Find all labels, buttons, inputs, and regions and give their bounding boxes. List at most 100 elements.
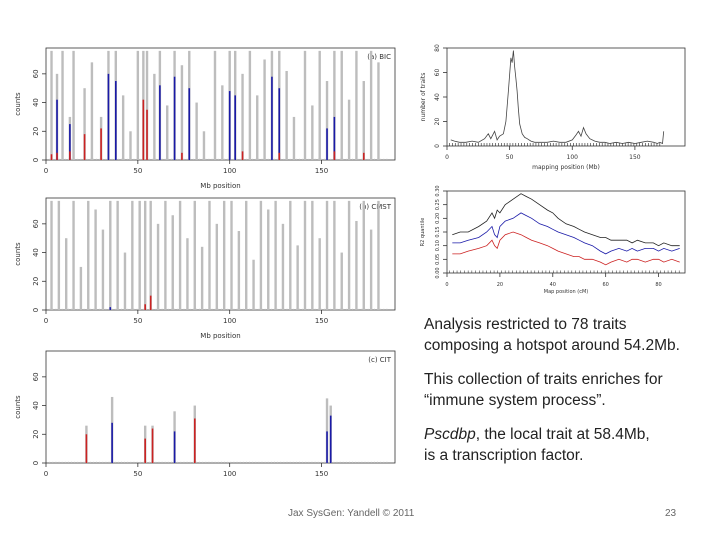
y-tick-label: 0.15 <box>435 226 441 237</box>
bar-red <box>144 304 146 310</box>
x-tick-label: 50 <box>133 167 142 175</box>
bar-red <box>100 128 102 160</box>
bar-gray <box>230 200 233 310</box>
bar-gray <box>121 95 125 160</box>
bar-red <box>333 151 336 160</box>
x-tick-label: 100 <box>567 154 579 161</box>
y-tick-label: 20 <box>32 127 40 136</box>
bar-red <box>151 428 154 463</box>
bar-gray <box>123 252 127 310</box>
x-tick-label: 150 <box>315 470 328 478</box>
bar-red <box>181 152 183 160</box>
bar-gray <box>259 200 263 310</box>
bar-blue <box>188 88 191 160</box>
y-tick-label: 0 <box>32 461 40 465</box>
bar-gray <box>143 200 147 310</box>
bar-gray <box>340 50 343 160</box>
bar-blue <box>107 73 110 160</box>
bar-blue <box>234 95 236 160</box>
bar-gray <box>237 231 241 310</box>
bar-gray <box>362 200 365 310</box>
bar-gray <box>325 398 329 463</box>
x-axis-label: Mb position <box>200 182 240 190</box>
x-tick-label: 50 <box>133 317 142 325</box>
x-axis-label: mapping position (Mb) <box>532 164 600 171</box>
series-line-middle <box>452 212 680 255</box>
bar-gray <box>333 50 336 160</box>
bar-gray <box>263 59 266 160</box>
bar-gray <box>178 200 182 310</box>
y-tick-label: 0 <box>32 158 40 162</box>
bar-gray <box>61 50 64 160</box>
bar-gray <box>131 200 134 310</box>
bar-gray <box>267 209 270 310</box>
bar-gray <box>79 266 83 310</box>
bar-gray <box>153 73 156 160</box>
bar-gray <box>136 50 140 160</box>
gene-name: Pscdbp <box>424 426 476 443</box>
bar-blue <box>326 128 328 160</box>
y-tick-label: 0.10 <box>435 240 441 251</box>
bar-gray <box>303 200 307 310</box>
series-line-traits <box>450 50 665 145</box>
series-line-lower <box>452 231 680 266</box>
bar-gray <box>164 200 167 310</box>
x-tick-label: 100 <box>223 317 236 325</box>
bar-gray <box>256 95 259 160</box>
bar-gray <box>311 200 314 310</box>
x-tick-label: 60 <box>602 282 608 288</box>
plot-frame <box>45 350 396 464</box>
x-tick-label: 80 <box>655 282 661 288</box>
bar-blue <box>109 307 112 310</box>
bar-gray <box>87 200 90 310</box>
bar-gray <box>318 50 321 160</box>
bar-gray <box>347 200 351 310</box>
bar-gray <box>180 65 184 160</box>
bullet-2-line-2: “immune system process”. <box>424 392 606 409</box>
bar-gray <box>193 200 196 310</box>
bullet-3-line-2: is a transcription factor. <box>424 447 584 464</box>
y-tick-label: 60 <box>32 69 40 78</box>
bar-gray <box>252 259 255 310</box>
y-tick-label: 40 <box>32 98 40 107</box>
y-tick-label: 0 <box>32 308 40 312</box>
panel-label: (b) CMST <box>359 203 392 211</box>
y-tick-label: 80 <box>434 44 441 52</box>
bar-gray <box>221 85 224 160</box>
bullet-2: This collection of traits enriches for “… <box>424 369 663 411</box>
bar-gray <box>149 200 152 310</box>
y-tick-label: 20 <box>32 277 40 286</box>
bar-red <box>69 151 71 160</box>
y-tick-label: 0.30 <box>435 185 441 196</box>
bar-gray <box>186 238 189 310</box>
bar-gray <box>200 246 204 310</box>
bar-red <box>83 134 86 160</box>
y-tick-label: 0.00 <box>435 267 441 278</box>
y-tick-label: 0.20 <box>435 213 441 224</box>
bar-gray <box>289 200 292 310</box>
bar-gray <box>292 116 296 160</box>
bar-blue <box>115 81 117 160</box>
bar-gray <box>195 102 198 160</box>
bar-gray <box>318 238 321 310</box>
x-axis-label: Map position (cM) <box>544 289 589 295</box>
bar-gray <box>90 62 94 160</box>
bar-gray <box>215 223 219 310</box>
y-axis-label: counts <box>14 395 22 419</box>
bullet-1: Analysis restricted to 78 traits composi… <box>424 314 680 356</box>
x-tick-label: 0 <box>44 317 48 325</box>
bar-blue <box>173 76 176 160</box>
bar-gray <box>50 200 53 310</box>
bar-gray <box>72 50 75 160</box>
bar-gray <box>303 50 307 160</box>
chart-cmst: 0 50 100 150 0 20 40 60 Mb position counts (b) CMS… <box>14 197 396 340</box>
bar-gray <box>129 131 132 160</box>
bar-gray <box>166 105 169 160</box>
chart-cit: 0 50 100 150 0 20 40 60 counts (c) CIT <box>14 350 396 478</box>
bar-blue <box>278 88 281 160</box>
bar-gray <box>65 238 68 310</box>
bar-gray <box>355 50 358 160</box>
bar-gray <box>116 200 119 310</box>
y-tick-label: 0.05 <box>435 254 441 265</box>
x-tick-label: 150 <box>629 154 641 161</box>
